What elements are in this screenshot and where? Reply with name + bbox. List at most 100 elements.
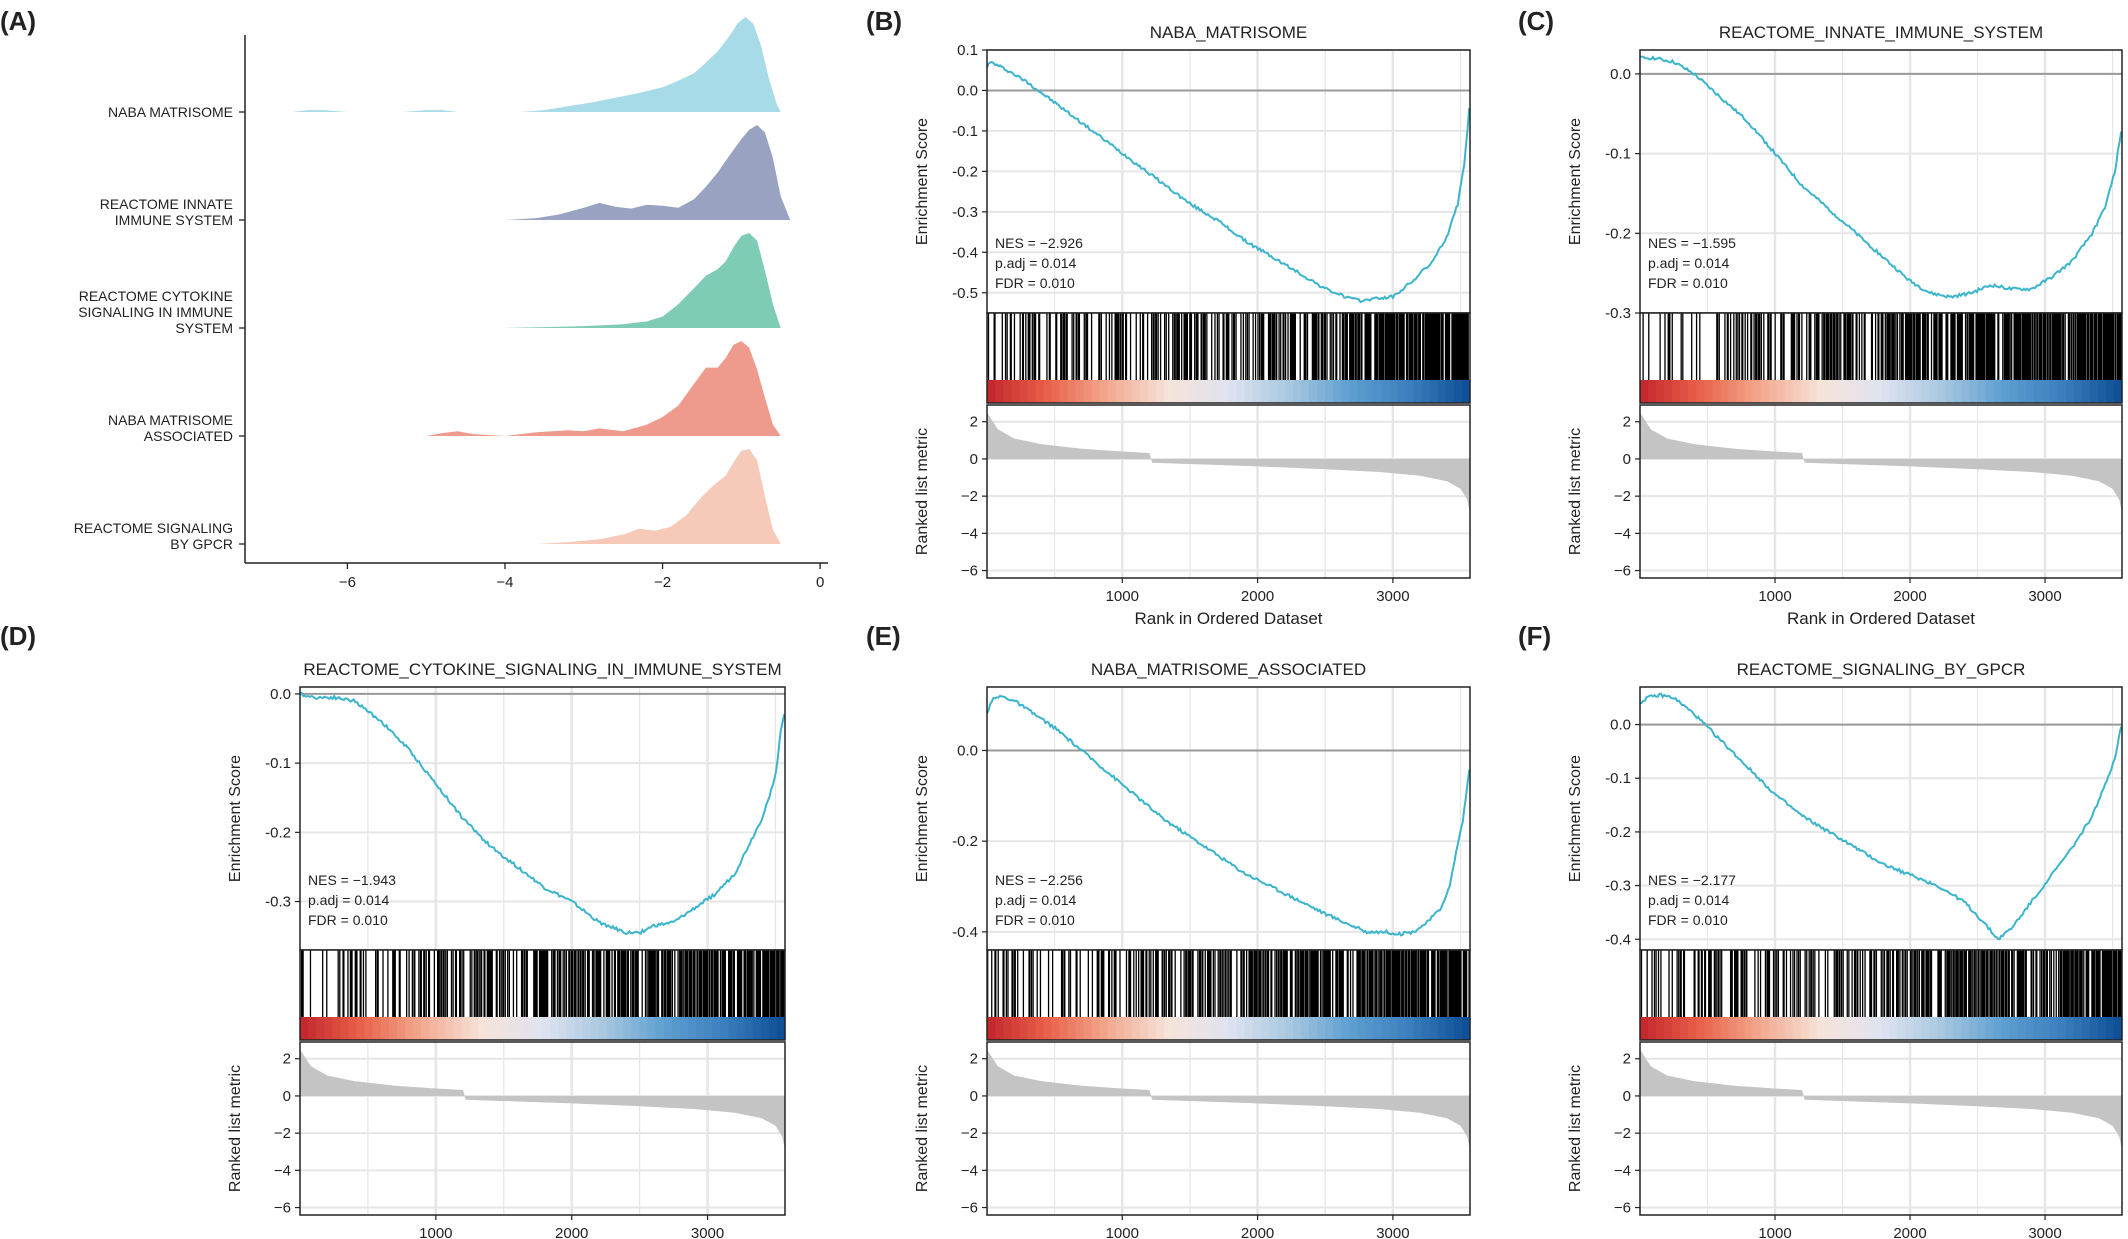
enrichment-curve bbox=[986, 694, 1471, 937]
heat-cell bbox=[2033, 1017, 2043, 1040]
y-tick-label: -0.2 bbox=[1605, 225, 1631, 242]
heat-cell bbox=[388, 1017, 398, 1040]
heat-cell bbox=[591, 1017, 600, 1040]
heat-cell bbox=[1816, 1017, 1826, 1040]
heat-cell bbox=[1123, 380, 1133, 403]
heat-cell bbox=[1937, 1017, 1946, 1040]
heat-cell bbox=[1156, 1017, 1165, 1040]
stat-label: FDR = 0.010 bbox=[995, 912, 1075, 928]
heat-cell bbox=[1656, 1017, 1665, 1040]
heat-cell bbox=[1744, 380, 1754, 403]
heat-cell bbox=[2113, 1017, 2123, 1040]
heat-cell bbox=[1131, 380, 1141, 403]
heat-cell bbox=[1768, 380, 1778, 403]
y-tick-label: -0.1 bbox=[1605, 770, 1631, 787]
heat-cell bbox=[405, 1017, 414, 1040]
x-axis-label: Rank in Ordered Dataset bbox=[1787, 609, 1975, 628]
y-tick-label: -0.4 bbox=[1605, 931, 1631, 948]
y-axis-label: Ranked list metric bbox=[1567, 1065, 1584, 1192]
heat-cell bbox=[1300, 1017, 1310, 1040]
heat-cell bbox=[1680, 380, 1689, 403]
y-tick-label: 0.1 bbox=[957, 42, 978, 59]
hit-border bbox=[1639, 949, 2123, 1041]
heat-cell bbox=[1228, 380, 1238, 403]
x-axis-label: Rank in Ordered Dataset bbox=[1134, 609, 1322, 628]
heat-cell bbox=[1172, 1017, 1181, 1040]
heat-cell bbox=[1107, 1017, 1117, 1040]
heat-cell bbox=[1260, 380, 1270, 403]
x-tick-label: 3000 bbox=[691, 1225, 724, 1239]
heat-cell bbox=[1985, 380, 1995, 403]
heat-cell bbox=[1704, 1017, 1713, 1040]
heat-cell bbox=[1985, 1017, 1995, 1040]
y-tick-label: 0.0 bbox=[957, 82, 978, 99]
x-tick-label: 3000 bbox=[1376, 1225, 1409, 1239]
heat-cell bbox=[1357, 1017, 1366, 1040]
heat-cell bbox=[1236, 380, 1246, 403]
heat-cell bbox=[1453, 380, 1463, 403]
y-tick-label: -0.2 bbox=[265, 824, 291, 841]
enrichment-curve bbox=[986, 61, 1471, 304]
heat-cell bbox=[1341, 380, 1350, 403]
gsea-panel: REACTOME_INNATE_IMMUNE_SYSTEM 0.0 -0.1 -0.2… bbox=[1567, 23, 2123, 628]
heat-cell bbox=[2001, 380, 2011, 403]
x-tick-label: 3000 bbox=[1376, 588, 1409, 605]
heat-cell bbox=[469, 1017, 479, 1040]
heat-cell bbox=[356, 1017, 366, 1040]
es-plot-area bbox=[987, 50, 1470, 313]
heat-cell bbox=[1872, 380, 1882, 403]
y-axis-label: Ranked list metric bbox=[914, 1065, 931, 1192]
y-tick-label: -0.2 bbox=[952, 833, 978, 850]
heat-cell bbox=[1180, 1017, 1189, 1040]
y-tick-label: −2 bbox=[1614, 1125, 1631, 1142]
panel-title: REACTOME_CYTOKINE_SIGNALING_IN_IMMUNE_SY… bbox=[303, 660, 781, 679]
heat-cell bbox=[2057, 1017, 2067, 1040]
heat-cell bbox=[1977, 380, 1987, 403]
heat-cell bbox=[1792, 1017, 1802, 1040]
heat-cell bbox=[582, 1017, 592, 1040]
heat-cell bbox=[1832, 380, 1842, 403]
heat-cell bbox=[2001, 1017, 2011, 1040]
heat-cell bbox=[1284, 1017, 1294, 1040]
heat-cell bbox=[1204, 1017, 1213, 1040]
category-label: NABA MATRISOME bbox=[108, 104, 233, 120]
heat-cell bbox=[1897, 1017, 1906, 1040]
heat-cell bbox=[526, 1017, 536, 1040]
y-tick-label: -0.1 bbox=[265, 755, 291, 772]
heat-cell bbox=[1913, 1017, 1922, 1040]
heat-cell bbox=[1760, 380, 1770, 403]
y-tick-label: 2 bbox=[970, 1051, 978, 1068]
heat-cell bbox=[1276, 1017, 1286, 1040]
ranked-plot-area bbox=[987, 1042, 1470, 1215]
y-axis-label: Ranked list metric bbox=[914, 428, 931, 555]
heat-cell bbox=[1067, 380, 1077, 403]
ranked-metric-area bbox=[300, 1049, 785, 1150]
stat-label: NES = −2.177 bbox=[1648, 872, 1736, 888]
x-tick-label: 2000 bbox=[1893, 588, 1926, 605]
heat-cell bbox=[1937, 380, 1946, 403]
y-tick-label: 2 bbox=[283, 1051, 291, 1068]
heat-cell bbox=[1212, 380, 1222, 403]
heat-cell bbox=[1688, 380, 1697, 403]
y-tick-label: −2 bbox=[961, 488, 978, 505]
y-tick-label: -0.1 bbox=[952, 123, 978, 140]
heat-cell bbox=[1680, 1017, 1689, 1040]
heat-cell bbox=[1953, 1017, 1962, 1040]
heat-cell bbox=[987, 380, 996, 403]
y-tick-label: 0.0 bbox=[1610, 66, 1631, 83]
x-tick-label: −4 bbox=[496, 574, 513, 591]
heat-cell bbox=[1461, 380, 1471, 403]
stat-label: p.adj = 0.014 bbox=[1648, 255, 1730, 271]
heat-cell bbox=[1043, 1017, 1052, 1040]
heat-cell bbox=[485, 1017, 495, 1040]
ranked-plot-border bbox=[986, 1041, 1471, 1216]
category-label: NABA MATRISOME bbox=[108, 412, 233, 428]
gsea-panel: REACTOME_CYTOKINE_SIGNALING_IN_IMMUNE_SY… bbox=[227, 660, 786, 1239]
ranked-plot-border bbox=[1639, 404, 2123, 579]
stat-label: FDR = 0.010 bbox=[308, 912, 388, 928]
y-tick-label: −4 bbox=[1614, 525, 1631, 542]
y-axis-label: Enrichment Score bbox=[1567, 118, 1584, 245]
y-tick-label: 0.0 bbox=[1610, 717, 1631, 734]
heat-cell bbox=[671, 1017, 681, 1040]
stat-label: p.adj = 0.014 bbox=[995, 255, 1077, 271]
